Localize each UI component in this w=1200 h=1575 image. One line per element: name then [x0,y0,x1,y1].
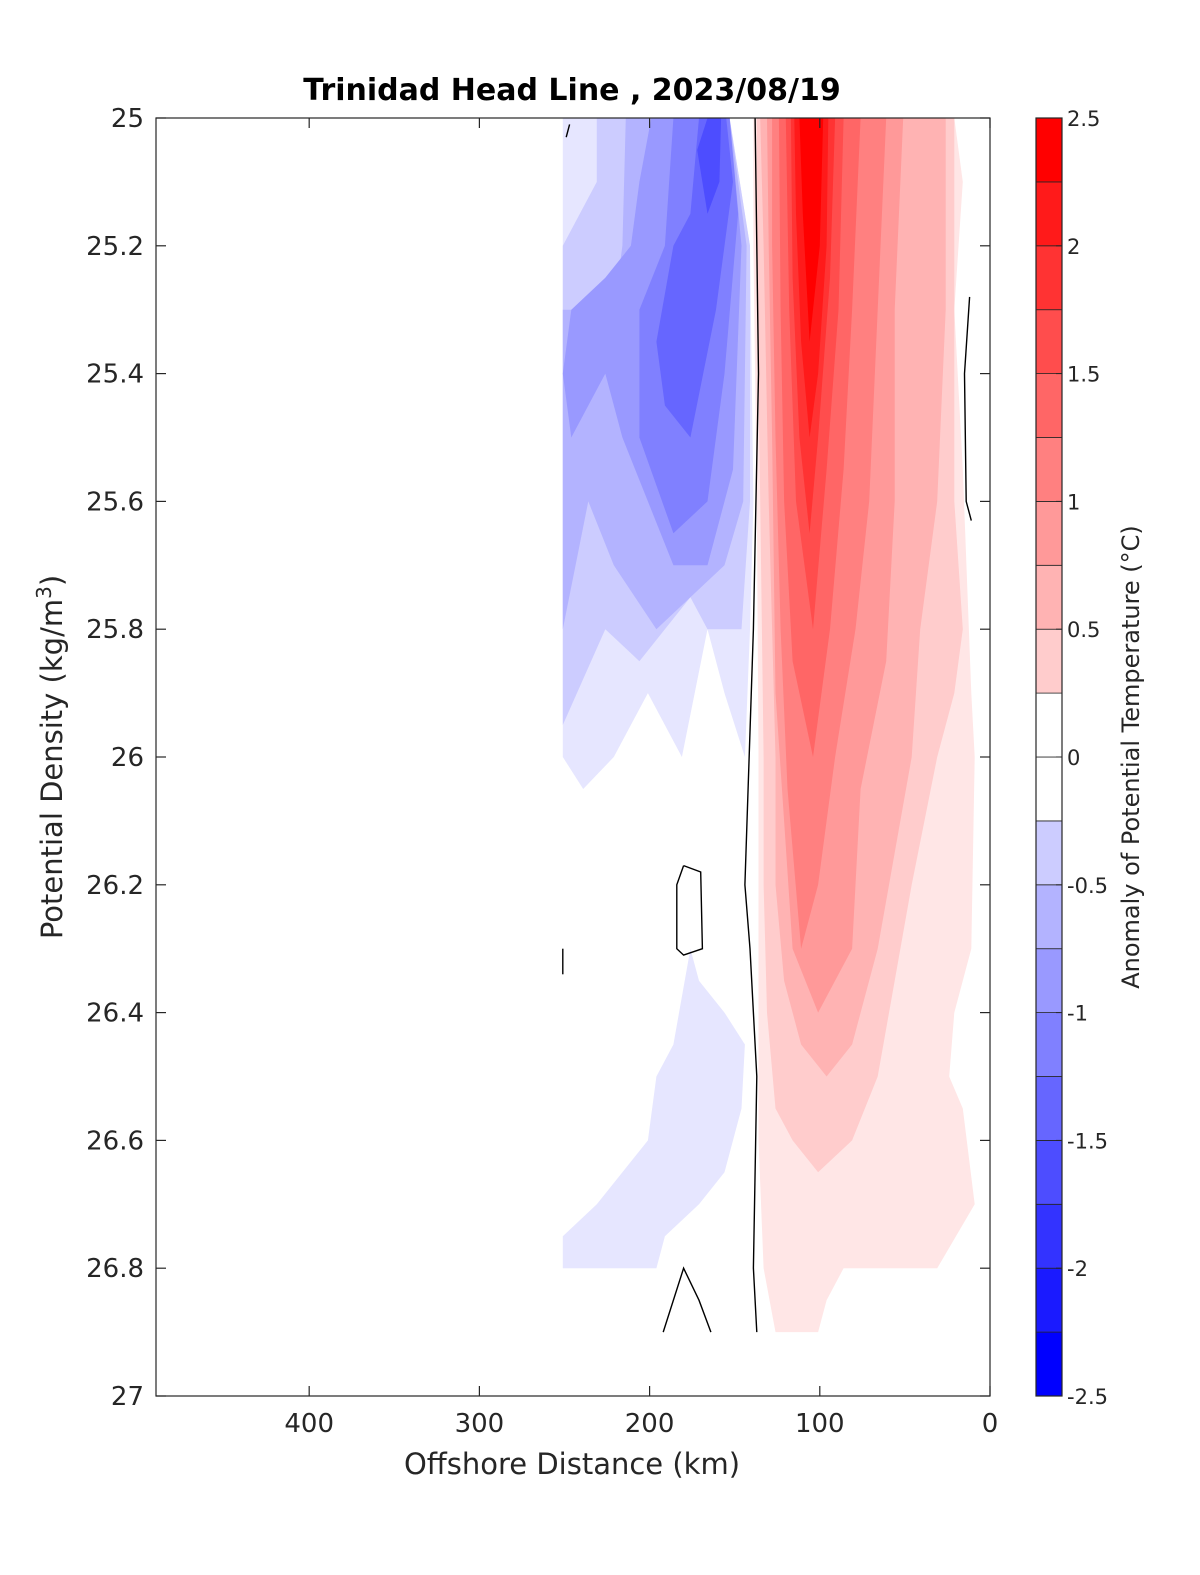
colorbar-cell [1035,500,1063,566]
x-axis-ticks: 400 300 200 100 0 [284,118,998,1439]
colorbar-cell [1035,309,1063,375]
colorbar-cell [1035,245,1063,311]
y-axis-label: Potential Density (kg/m3) [32,575,69,939]
x-tick-label: 0 [982,1409,999,1439]
colorbar-tick-label: 2.5 [1067,107,1100,131]
x-tick-label: 200 [625,1409,675,1439]
chart-title: Trinidad Head Line , 2023/08/19 [303,73,840,108]
zero-contour-line [963,296,972,521]
colorbar-tick-label: -0.5 [1067,874,1108,898]
colorbar-cell [1035,692,1063,758]
colorbar-cell [1035,628,1063,694]
colorbar-tick-label: 1.5 [1067,363,1100,387]
plot-area: 400 300 200 100 0 25 25.2 25.4 25.6 25.8 26 26.2 26… [86,104,998,1439]
y-tick-label: 26.4 [86,999,144,1029]
y-axis-ticks: 25 25.2 25.4 25.6 25.8 26 26.2 26.4 26.6 26.8 27 [86,104,990,1412]
y-tick-label: 25.2 [86,232,144,262]
y-axis-label-suffix: ) [35,575,69,586]
colorbar-ticks: -2.5 -2 -1.5 -1 -0.5 0 0.5 1 1.5 2 2.5 [1056,107,1108,1409]
zero-contour-lines [562,117,972,1333]
y-axis-label-superscript: 3 [32,586,56,599]
y-axis-label-main: Potential Density (kg/m [35,599,69,939]
anomaly-region-negative-5 [656,118,733,438]
x-tick-label: 100 [795,1409,845,1439]
y-tick-label: 25.4 [86,360,144,390]
colorbar-cell [1035,1140,1063,1205]
colorbar-tick-label: 0 [1067,746,1080,770]
colorbar-cell [1035,948,1063,1014]
x-tick-label: 400 [284,1409,334,1439]
colorbar-cell [1035,1331,1063,1397]
anomaly-fills [562,118,975,1333]
colorbar: -2.5 -2 -1.5 -1 -0.5 0 0.5 1 1.5 2 2.5 Anomaly of … [1035,107,1145,1409]
y-tick-label: 25 [111,104,144,134]
colorbar-cell [1035,884,1063,950]
zero-contour-line [565,124,571,138]
x-axis-label: Offshore Distance (km) [404,1447,740,1481]
colorbar-tick-label: 0.5 [1067,618,1100,642]
anomaly-region-positive-17 [799,118,824,342]
colorbar-cell [1035,1203,1063,1269]
y-tick-label: 27 [111,1382,144,1412]
y-tick-label: 26.2 [86,871,144,901]
colorbar-cell [1035,1267,1063,1333]
colorbar-tick-label: -2 [1067,1257,1088,1281]
colorbar-cell [1035,820,1063,886]
colorbar-cell [1035,117,1063,183]
y-tick-label: 26 [111,743,144,773]
zero-contour-line [676,864,704,956]
colorbar-tick-label: 1 [1067,490,1080,514]
colorbar-cell [1035,373,1063,438]
colorbar-cell [1035,437,1063,502]
colorbar-cell [1035,756,1063,822]
colorbar-tick-label: -1.5 [1067,1129,1108,1153]
colorbar-cell [1035,1012,1063,1077]
zero-contour-line [662,1266,712,1333]
colorbar-tick-label: 2 [1067,235,1080,259]
y-tick-label: 26.8 [86,1254,144,1284]
anomaly-region-negative-7 [562,948,745,1269]
colorbar-label: Anomaly of Potential Temperature (°C) [1117,525,1145,989]
colorbar-tick-label: -1 [1067,1002,1088,1026]
y-tick-label: 25.8 [86,615,144,645]
x-tick-label: 300 [455,1409,505,1439]
y-tick-label: 26.6 [86,1126,144,1156]
colorbar-cell [1035,181,1063,247]
anomaly-region-negative-6 [697,118,722,214]
y-tick-label: 25.6 [86,487,144,517]
colorbar-cell [1035,564,1063,630]
colorbar-cell [1035,1076,1063,1141]
colorbar-tick-label: -2.5 [1067,1385,1108,1409]
zero-contour-line [744,117,760,1333]
